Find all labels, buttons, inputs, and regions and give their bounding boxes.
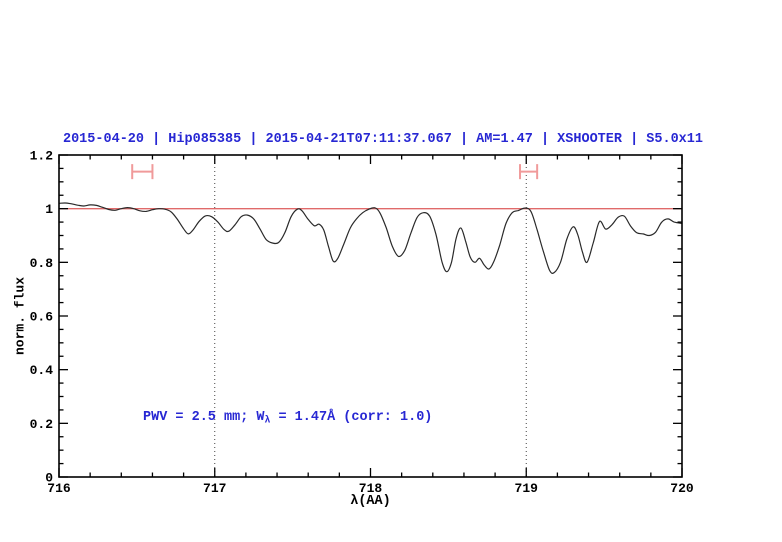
y-tick-label-0.2: 0.2 xyxy=(30,417,54,432)
pwv-annotation: PWV = 2.5 mm; Wλ = 1.47Å (corr: 1.0) xyxy=(143,410,432,426)
y-axis-label: norm. flux xyxy=(12,276,28,356)
annotation-prefix: PWV = 2.5 mm; W xyxy=(143,410,265,425)
plot-frame xyxy=(58,154,683,478)
x-tick-label-717: 717 xyxy=(203,481,226,496)
x-tick-label-720: 720 xyxy=(670,481,694,496)
annotation-lambda-subscript: λ xyxy=(264,414,271,426)
y-tick-label-0: 0 xyxy=(45,471,53,486)
spectrum-curve xyxy=(58,202,683,274)
x-axis-label: λ(AA) xyxy=(350,494,391,509)
annotation-suffix: = 1.47Å (corr: 1.0) xyxy=(270,410,433,425)
y-tick-label-0.8: 0.8 xyxy=(30,256,54,271)
y-tick-label-1: 1 xyxy=(45,202,53,217)
y-tick-label-0.6: 0.6 xyxy=(30,310,54,325)
y-tick-label-1.2: 1.2 xyxy=(30,149,54,164)
x-tick-label-716: 716 xyxy=(47,481,71,496)
y-tick-label-0.4: 0.4 xyxy=(30,363,54,378)
x-tick-label-718: 718 xyxy=(359,481,383,496)
x-tick-label-719: 719 xyxy=(515,481,539,496)
plot-title: 2015-04-20 | Hip085385 | 2015-04-21T07:1… xyxy=(62,132,703,147)
